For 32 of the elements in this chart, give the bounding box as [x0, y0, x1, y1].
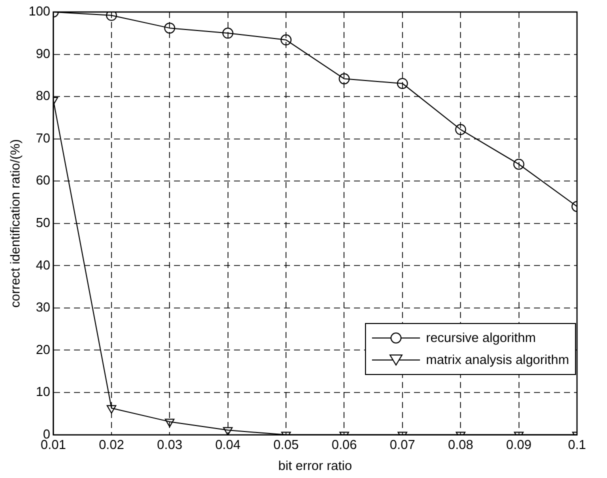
x-tick-label: 0.02 [98, 437, 124, 452]
y-tick-label: 50 [36, 214, 50, 230]
point [164, 22, 176, 34]
y-tick-label: 60 [36, 172, 50, 188]
y-tick-label: 0 [43, 426, 50, 442]
y-tick-label: 40 [36, 257, 50, 272]
x-tick-label: 0.03 [157, 437, 182, 452]
point [455, 124, 466, 136]
x-tick-label: 0.05 [273, 437, 299, 452]
y-tick-label: 90 [36, 46, 50, 61]
x-axis-title: bit error ratio [278, 458, 352, 473]
point [513, 158, 524, 170]
point [106, 12, 117, 21]
y-tick-label: 30 [36, 300, 50, 315]
y-tick-label: 100 [28, 4, 50, 19]
legend-label: recursive algorithm [426, 330, 536, 346]
legend-label: matrix analysis algorithm [426, 352, 570, 368]
x-tick-label: 0.06 [332, 437, 357, 452]
y-tick-label: 20 [36, 342, 50, 357]
point [280, 34, 292, 46]
point [338, 73, 350, 84]
point [222, 28, 234, 39]
y-tick-label: 10 [36, 384, 50, 400]
x-tick-label: 0.09 [506, 437, 532, 452]
point [396, 78, 408, 89]
y-tick-label: 70 [36, 130, 50, 146]
y-axis-title: correct identification ratio/(%) [7, 139, 22, 308]
x-tick-label: 0.04 [215, 437, 241, 452]
x-tick-label: 0.07 [390, 437, 416, 452]
y-tick-label: 80 [36, 88, 50, 104]
x-tick-label: 0.08 [448, 437, 474, 452]
x-tick-label: 0.1 [568, 437, 586, 452]
